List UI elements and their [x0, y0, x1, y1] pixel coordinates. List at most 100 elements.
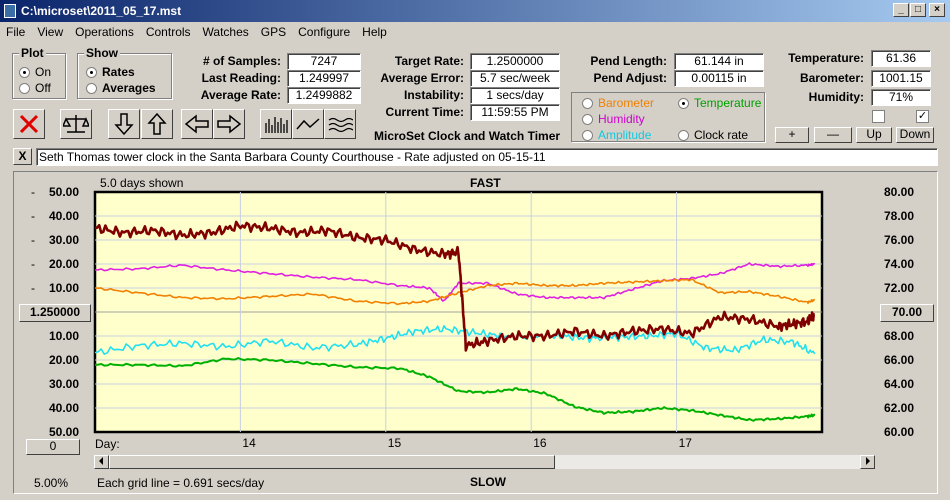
humidity-reading-label: Humidity: — [808, 90, 864, 104]
show-rates-radio[interactable]: Rates — [86, 64, 135, 80]
menu-watches[interactable]: Watches — [202, 25, 249, 39]
sensor-select-group: Barometer Temperature Humidity Amplitude… — [571, 92, 765, 142]
right-axis-label: 68.00 — [884, 329, 914, 343]
left-axis-label: 50.00 — [49, 185, 79, 199]
menu-help[interactable]: Help — [362, 25, 387, 39]
scale-minus-button[interactable]: — — [814, 127, 852, 143]
app-caption: MicroSet Clock and Watch Timer — [374, 129, 561, 143]
menu-operations[interactable]: Operations — [75, 25, 134, 39]
chart-frame — [13, 171, 938, 494]
slow-label: SLOW — [470, 475, 506, 489]
note-field[interactable]: Seth Thomas tower clock in the Santa Bar… — [36, 148, 938, 166]
temperature-label: Temperature — [694, 96, 762, 110]
minimize-button[interactable]: _ — [893, 3, 909, 17]
clock-rate-radio[interactable]: Clock rate — [678, 127, 748, 143]
clock-rate-label: Clock rate — [694, 128, 749, 142]
right-axis-label: 80.00 — [884, 185, 914, 199]
option-checkbox-2[interactable]: ✓ — [916, 110, 929, 123]
instability-label: Instability: — [403, 88, 464, 102]
line-graph-icon — [296, 118, 320, 130]
average-rate-label: Average Rate: — [200, 88, 281, 102]
arrow-left-button[interactable] — [181, 109, 213, 139]
scroll-left-button[interactable] — [94, 455, 109, 469]
maximize-button[interactable]: □ — [910, 3, 926, 17]
arrow-down-icon — [114, 113, 134, 136]
right-axis-label: 66.00 — [884, 353, 914, 367]
radio-dot — [19, 82, 30, 94]
humidity-radio[interactable]: Humidity — [582, 111, 645, 127]
triangle-left-icon — [99, 457, 103, 465]
menu-gps[interactable]: GPS — [260, 25, 287, 39]
scale-balance-icon — [63, 115, 89, 133]
left-axis-label: 30.00 — [49, 377, 79, 391]
horizontal-scrollbar[interactable] — [93, 454, 876, 470]
menu-view[interactable]: View — [37, 25, 64, 39]
radio-dot — [582, 97, 593, 109]
left-axis-label: 20.00 — [49, 257, 79, 271]
scale-down-button[interactable]: Down — [896, 127, 934, 143]
left-axis-dash: - — [31, 281, 35, 295]
clear-button[interactable] — [13, 109, 45, 139]
samples-label: # of Samples: — [202, 54, 281, 68]
samples-value: 7247 — [287, 53, 361, 70]
left-axis-label: 50.00 — [49, 425, 79, 439]
arrow-up-icon — [147, 112, 167, 135]
days-shown-label: 5.0 days shown — [100, 176, 184, 190]
grid-note: Each grid line = 0.691 secs/day — [97, 476, 265, 490]
x-tick-label: 17 — [679, 436, 693, 450]
right-axis-label: 72.00 — [884, 281, 914, 295]
current-time-value: 11:59:55 PM — [470, 104, 560, 121]
left-axis-dash: - — [31, 233, 35, 247]
last-reading-value: 1.249997 — [287, 70, 361, 87]
barometer-radio[interactable]: Barometer — [582, 95, 654, 111]
triangle-right-icon — [866, 457, 870, 465]
temperature-radio[interactable]: Temperature — [678, 95, 761, 111]
title-bar: C:\microset\2011_05_17.mst — [0, 0, 950, 22]
scale-plus-button[interactable]: + — [775, 127, 809, 143]
target-rate-label: Target Rate: — [394, 54, 464, 68]
menu-file[interactable]: File — [6, 25, 26, 39]
arrow-right-button[interactable] — [213, 109, 245, 139]
radio-dot — [678, 129, 689, 141]
right-axis-label: 62.00 — [884, 401, 914, 415]
wave-icon — [328, 117, 353, 133]
right-axis-label: 60.00 — [884, 425, 914, 439]
arrow-up-button[interactable] — [141, 109, 173, 139]
scroll-thumb[interactable] — [109, 455, 555, 469]
scale-up-button[interactable]: Up — [856, 127, 892, 143]
plot-off-label: Off — [35, 81, 51, 95]
left-bottom-value-button[interactable]: 0 — [26, 439, 80, 455]
option-checkbox-1[interactable] — [872, 110, 885, 123]
pend-length-label: Pend Length: — [590, 54, 667, 68]
bar-view-button[interactable] — [260, 109, 292, 139]
plot-on-radio[interactable]: On — [19, 64, 51, 80]
wave-view-button[interactable] — [324, 109, 356, 139]
balance-button[interactable] — [60, 109, 92, 139]
plot-off-radio[interactable]: Off — [19, 80, 51, 96]
bar-graph-icon — [265, 117, 288, 133]
show-averages-radio[interactable]: Averages — [86, 80, 156, 96]
left-axis-dash: - — [31, 185, 35, 199]
radio-dot — [582, 113, 593, 125]
note-close-button[interactable]: X — [13, 148, 32, 165]
right-axis-label: 64.00 — [884, 377, 914, 391]
average-rate-value: 1.2499882 — [287, 87, 361, 104]
menu-configure[interactable]: Configure — [298, 25, 351, 39]
fast-label: FAST — [470, 176, 501, 190]
scroll-right-button[interactable] — [860, 455, 875, 469]
left-axis-dash: - — [31, 209, 35, 223]
amplitude-radio[interactable]: Amplitude — [582, 127, 651, 143]
left-axis-label: 10.00 — [49, 329, 79, 343]
right-center-value-button[interactable]: 70.00 — [880, 304, 934, 322]
series-humidity-line — [94, 262, 816, 302]
humidity-label: Humidity — [598, 112, 645, 126]
barometer-label: Barometer — [598, 96, 655, 110]
arrow-left-icon — [184, 114, 209, 134]
menu-controls[interactable]: Controls — [145, 25, 191, 39]
show-averages-label: Averages — [102, 81, 156, 95]
left-center-value-button[interactable]: 1.250000 — [19, 304, 91, 322]
show-group: Show Rates Averages — [77, 46, 172, 99]
line-view-button[interactable] — [292, 109, 324, 139]
close-button[interactable]: × — [929, 3, 945, 17]
arrow-down-button[interactable] — [108, 109, 140, 139]
